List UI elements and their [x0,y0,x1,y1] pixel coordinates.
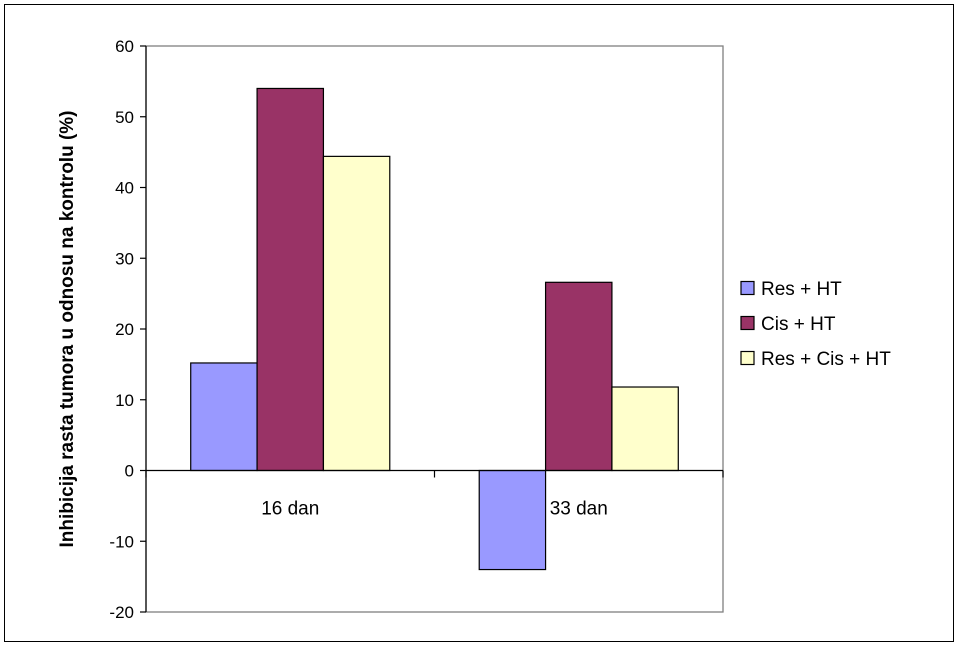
bar-res-cis-ht-0 [323,156,389,470]
y-tick-label: 0 [125,462,134,481]
category-labels-group: 16 dan 33 dan [261,499,608,520]
y-tick-label: -10 [109,532,134,551]
y-axis-title: Inhibicija rasta tumora u odnosu na kont… [57,110,78,547]
legend-swatch [741,282,754,295]
y-tick-label: 60 [115,37,134,56]
category-label: 33 dan [550,499,608,520]
bar-res-ht-0 [191,363,257,471]
y-tick-label: 30 [115,249,134,268]
plot-area [146,46,723,612]
bar-cis-ht-1 [546,282,612,470]
y-tick-label: 20 [115,320,134,339]
legend-label: Cis + HT [761,314,836,335]
legend-label: Res + Cis + HT [761,349,891,370]
bars-group [191,88,679,569]
legend: Res + HT Cis + HT Res + Cis + HT [741,279,891,370]
category-label: 16 dan [261,499,319,520]
legend-swatch [741,352,754,365]
x-ticks-group [146,471,723,478]
y-tick-label: -20 [109,603,134,622]
legend-label: Res + HT [761,279,842,300]
bar-res-cis-ht-1 [612,387,678,470]
y-tick-label: 50 [115,108,134,127]
bar-res-ht-1 [479,471,545,570]
y-tick-label: 40 [115,179,134,198]
y-ticks-group: 60 50 40 30 20 10 0 -10 -20 [109,37,146,622]
legend-swatch [741,317,754,330]
bar-cis-ht-0 [257,88,323,470]
y-tick-label: 10 [115,391,134,410]
